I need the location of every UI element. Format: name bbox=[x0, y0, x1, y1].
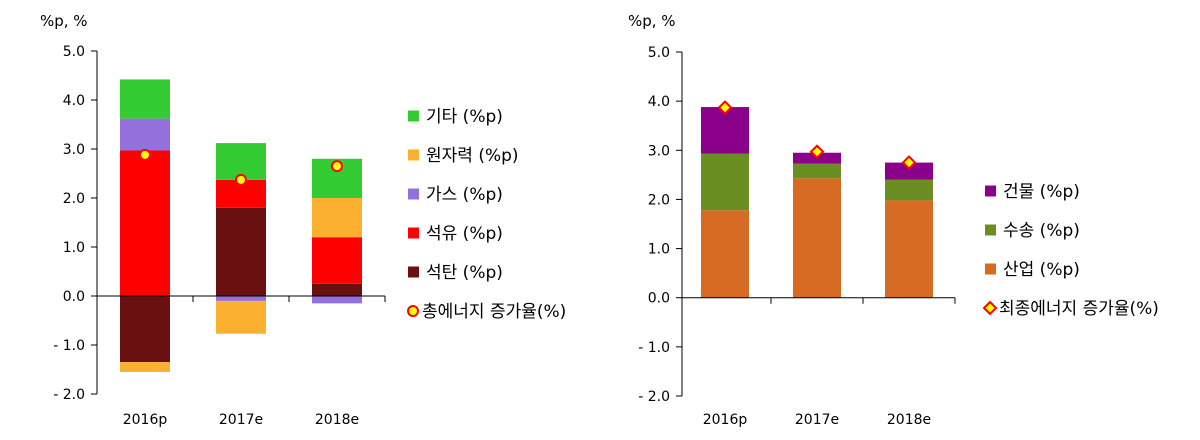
chart-right-y-tick-label: 1.0 bbox=[648, 242, 670, 258]
chart-right-category-label: 2016p bbox=[703, 412, 748, 428]
chart-left-legend-label: 석탄 (%p) bbox=[426, 263, 503, 283]
chart-left-y-tick-label: 4.0 bbox=[63, 93, 85, 109]
chart-left-x-axis: 2016p 2017e 2018e bbox=[97, 295, 386, 428]
chart-left-bar-segment bbox=[216, 300, 266, 334]
chart-left-y-tick-label: 0.0 bbox=[63, 289, 85, 305]
chart-right-legend-swatch bbox=[985, 224, 996, 236]
chart-right-y-tick-label: - 2.0 bbox=[638, 389, 670, 405]
chart-left-bar-segment bbox=[312, 237, 362, 284]
chart-right-bar-segment bbox=[885, 179, 933, 201]
chart-left-marker-point bbox=[139, 148, 151, 161]
chart-right-y-tick-label: 0.0 bbox=[648, 291, 670, 307]
chart-right-y-tick-label: 4.0 bbox=[648, 94, 670, 110]
chart-right-bar-segment bbox=[793, 163, 841, 179]
chart-right-unit-label: %p, % bbox=[628, 12, 676, 30]
chart-left-bars bbox=[120, 79, 362, 372]
chart-left-y-tick-label: - 1.0 bbox=[53, 338, 85, 354]
chart-left-category-label: 2016p bbox=[123, 412, 168, 428]
chart-right-marker-point bbox=[717, 100, 733, 115]
chart-left-bar-segment bbox=[120, 79, 170, 119]
chart-left-y-tick-label: 5.0 bbox=[63, 44, 85, 60]
chart-right-category-label: 2018e bbox=[887, 412, 931, 428]
chart-left-bar-segment bbox=[120, 296, 170, 363]
chart-left-bar-segment bbox=[312, 283, 362, 296]
chart-right-marker-point bbox=[809, 144, 825, 160]
chart-left-legend-swatch bbox=[408, 188, 419, 200]
chart-left-marker-point bbox=[235, 173, 247, 186]
chart-right-y-tick-label: 5.0 bbox=[648, 45, 670, 61]
chart-left-bar-segment bbox=[312, 198, 362, 238]
chart-right-legend-label: 최종에너지 증가율(%) bbox=[999, 299, 1159, 319]
chart-right-legend-label: 수송 (%p) bbox=[1003, 221, 1080, 241]
chart-right-bars bbox=[701, 107, 933, 298]
chart-right-legend-label: 건물 (%p) bbox=[1003, 182, 1080, 202]
chart-left-legend-swatch bbox=[408, 149, 419, 161]
chart-right-markers bbox=[717, 100, 917, 170]
chart-left-y-tick-label: 2.0 bbox=[63, 191, 85, 207]
chart-right-y-tick-label: 3.0 bbox=[648, 143, 670, 159]
chart-left-markers bbox=[139, 148, 343, 186]
chart-left-legend-marker bbox=[407, 305, 419, 317]
chart-right-bar-segment bbox=[701, 153, 749, 211]
chart-right-x-axis: 2016p 2017e 2018e bbox=[682, 297, 956, 428]
chart-left-bar-segment bbox=[120, 118, 170, 151]
chart-right-category-label: 2017e bbox=[795, 412, 839, 428]
chart-left-bar-segment bbox=[216, 207, 266, 296]
chart-left-bar-segment bbox=[216, 296, 266, 301]
chart-left-bar-segment bbox=[120, 150, 170, 296]
chart-right-legend: 건물 (%p) 수송 (%p) 산업 (%p) 최종에너지 증가율(%) bbox=[982, 182, 1159, 319]
chart-right-legend-label: 산업 (%p) bbox=[1003, 260, 1080, 280]
chart-right-legend-swatch bbox=[985, 185, 996, 197]
chart-right-bar-segment bbox=[701, 210, 749, 298]
chart-left-legend-label: 가스 (%p) bbox=[426, 185, 503, 205]
chart-left-y-axis: 5.0 4.0 3.0 2.0 1.0 0.0 - 1.0 - 2.0 bbox=[53, 44, 98, 403]
chart-left: %p, % 5.0 4.0 3.0 2.0 1.0 0.0 - 1.0 - 2.0 2016p… bbox=[40, 12, 566, 428]
chart-left-legend: 기타 (%p) 원자력 (%p) 가스 (%p) 석유 (%p) 석탄 (%p) 총에너지… bbox=[407, 107, 566, 322]
chart-left-marker-point bbox=[331, 160, 343, 173]
chart-right-bar-segment bbox=[885, 200, 933, 298]
chart-right-bar-segment bbox=[885, 162, 933, 180]
chart-left-legend-swatch bbox=[408, 227, 419, 239]
chart-left-legend-label: 원자력 (%p) bbox=[426, 146, 519, 166]
chart-left-bar-segment bbox=[216, 143, 266, 180]
chart-left-bar-segment bbox=[312, 296, 362, 304]
chart-left-bar-segment bbox=[120, 362, 170, 372]
chart-right-legend-marker bbox=[982, 300, 998, 316]
chart-left-y-tick-label: - 2.0 bbox=[53, 387, 85, 403]
chart-left-legend-swatch bbox=[408, 266, 419, 278]
chart-left-legend-swatch bbox=[408, 110, 419, 122]
chart-left-legend-label: 기타 (%p) bbox=[426, 107, 503, 127]
chart-left-y-tick-label: 3.0 bbox=[63, 142, 85, 158]
chart-left-legend-label: 총에너지 증가율(%) bbox=[422, 302, 566, 322]
chart-left-legend-label: 석유 (%p) bbox=[426, 224, 503, 244]
chart-right-y-axis: 5.0 4.0 3.0 2.0 1.0 0.0 - 1.0 - 2.0 bbox=[638, 45, 683, 405]
chart-right-legend-swatch bbox=[985, 263, 996, 275]
chart-right-y-tick-label: - 1.0 bbox=[638, 340, 670, 356]
chart-left-category-label: 2017e bbox=[219, 412, 263, 428]
chart-right-bar-segment bbox=[793, 178, 841, 298]
chart-right-marker-point bbox=[901, 155, 917, 170]
chart-right-y-tick-label: 2.0 bbox=[648, 192, 670, 208]
chart-left-y-tick-label: 1.0 bbox=[63, 240, 85, 256]
chart-left-unit-label: %p, % bbox=[40, 12, 88, 30]
chart-left-category-label: 2018e bbox=[315, 412, 359, 428]
chart-right: %p, % 5.0 4.0 3.0 2.0 1.0 0.0 - 1.0 - 2.0 2016p… bbox=[628, 12, 1159, 428]
